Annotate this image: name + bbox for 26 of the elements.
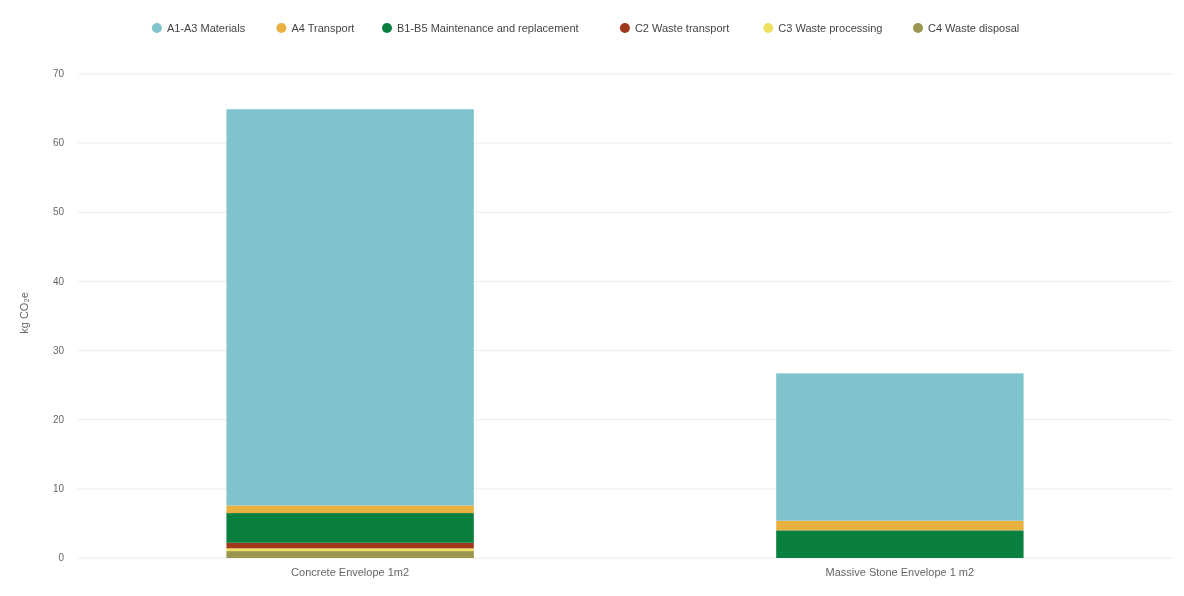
legend-label: A1-A3 Materials [166, 21, 246, 34]
y-tick-label: 70 [52, 68, 65, 80]
y-tick-label: 60 [52, 137, 65, 149]
bar [226, 109, 474, 506]
legend-label: C2 Waste transport [634, 21, 730, 34]
legend-label: C3 Waste processing [778, 21, 883, 34]
y-tick-label: 20 [52, 413, 65, 425]
bar [226, 505, 474, 514]
bar [226, 551, 474, 558]
y-tick-label: 30 [52, 344, 65, 356]
y-tick-label: 10 [52, 483, 65, 495]
y-axis-title: kg CO₂e [18, 292, 30, 334]
legend-label: A4 Transport [291, 21, 355, 34]
bar [226, 542, 474, 549]
bar [776, 373, 1024, 521]
x-tick-label: Concrete Envelope 1m2 [291, 566, 410, 578]
bar [226, 513, 474, 543]
x-tick-label: Massive Stone Envelope 1 m2 [825, 566, 975, 578]
legend-label: B1-B5 Maintenance and replacement [397, 21, 579, 34]
bar [776, 530, 1024, 558]
y-tick-label: 40 [52, 275, 65, 287]
bar [226, 548, 474, 552]
y-tick-label: 0 [58, 552, 65, 564]
bar [776, 520, 1024, 531]
y-tick-label: 50 [52, 206, 65, 218]
legend-label: C4 Waste disposal [928, 21, 1020, 34]
